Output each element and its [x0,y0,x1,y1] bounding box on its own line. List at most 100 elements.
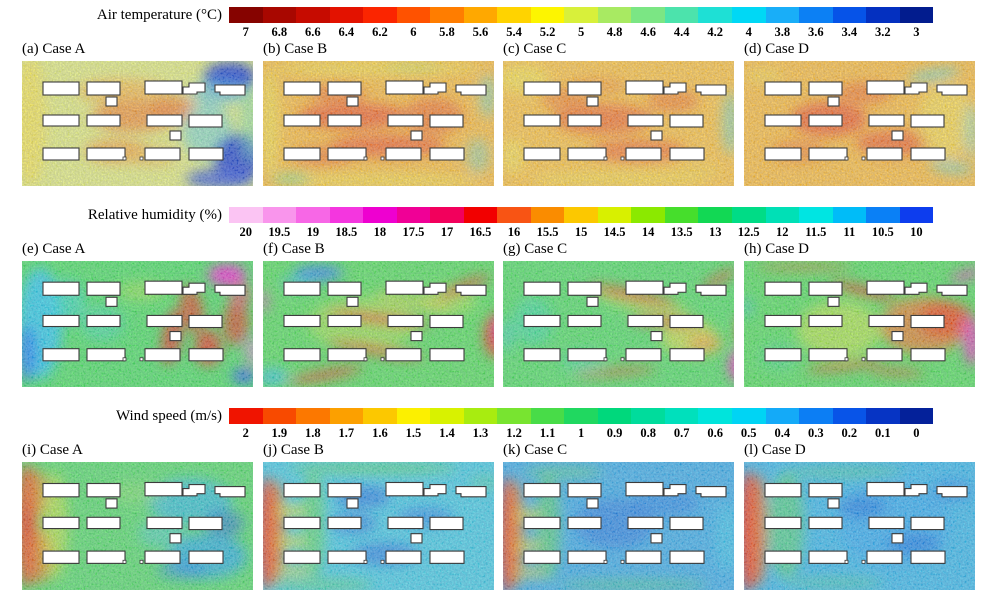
colorbar-segment [296,207,330,223]
colorbar-tick: 5.4 [506,25,522,39]
colorbar-tick: 0.1 [875,426,891,440]
panel-label: (d) Case D [744,41,809,57]
colorbar-segment [262,207,297,223]
building-footprints [283,481,487,564]
colorbar-segment [899,207,934,223]
colorbar-segment [262,7,297,23]
panel-wind-3: (k) Case C [503,441,734,590]
colorbar-tick: 16 [507,225,521,239]
colorbar-tick: 5.8 [439,25,455,39]
colorbar-segment [799,7,833,23]
colorbar-tick: 4.2 [707,25,724,39]
colorbar-tick: 15 [574,225,588,239]
colorbar-segment [463,7,498,23]
panel-temperature-1: (a) Case A [22,40,253,186]
colorbar-tick: 10.5 [871,225,894,239]
colorbar-tick: 3.4 [841,25,858,39]
building-footprints [283,280,487,362]
colorbar-segment [530,207,565,223]
panel-humidity-3: (g) Case C [503,240,734,387]
colorbar-tick: 1 [577,426,585,440]
colorbar-humidity [229,207,934,223]
colorbar-tick: 18.5 [335,225,358,239]
colorbar-tick: 1.4 [439,426,455,440]
colorbar-tick: 3.6 [807,25,824,39]
colorbar-segment [832,7,867,23]
colorbar-tick: 19.5 [268,225,291,239]
colorbar-wind [229,408,934,424]
colorbar-segment [363,7,397,23]
colorbar-tick: 7 [242,25,249,39]
colorbar-tick: 1.2 [506,426,522,440]
colorbar-segment [430,7,464,23]
colorbar-ticks-wind: 2 1.9 1.8 1.7 1.6 1.5 1.4 1.3 1.2 1.1 1 0.9 0.8 0.7 0.… [229,426,933,441]
panel-label: (e) Case A [22,241,86,257]
colorbar-tick: 18 [373,225,387,239]
colorbar-tick: 1.5 [405,426,422,440]
colorbar-segment [664,207,699,223]
panel-label: (l) Case D [744,442,806,458]
colorbar-tick: 0.8 [640,426,656,440]
colorbar-segment [296,408,330,424]
panel-label: (i) Case A [22,442,83,458]
panel-temperature-3: (c) Case C [503,40,734,186]
panel-wind-2: (j) Case B [263,441,494,590]
colorbar-segment [229,408,263,424]
colorbar-segment [631,408,665,424]
colorbar-tick: 3.8 [774,25,791,39]
colorbar-tick: 0.2 [841,426,858,440]
colorbar-segment [363,408,397,424]
colorbar-segment [731,207,766,223]
colorbar-segment [731,408,766,424]
colorbar-tick: 3.2 [875,25,891,39]
colorbar-segment [262,408,297,424]
colorbar-segment [765,408,800,424]
colorbar-tick: 11 [843,225,856,239]
colorbar-tick: 0.9 [606,426,623,440]
colorbar-tick: 0.5 [740,426,757,440]
colorbar-tick: 12 [776,225,789,239]
colorbar-tick: 1.8 [305,426,321,440]
colorbar-segment [430,408,464,424]
panel-wind-4: (l) Case D [744,441,975,590]
colorbar-tick: 5.2 [539,25,556,39]
panel-temperature-4: (d) Case D [744,40,975,186]
colorbar-segment [530,408,565,424]
colorbar-tick: 5 [577,25,585,39]
colorbar-segment [530,7,565,23]
colorbar-segment [564,7,598,23]
colorbar-segment [497,408,531,424]
heatmap-humidity-2 [263,261,494,387]
colorbar-tick: 4 [745,25,752,39]
building-footprints [523,280,727,362]
building-footprints [42,80,246,161]
colorbar-segment [866,408,900,424]
panel-wind-1: (i) Case A [22,441,253,590]
colorbar-segment [430,207,464,223]
panel-label: (h) Case D [744,241,809,257]
colorbar-segment [799,207,833,223]
colorbar-tick: 20 [239,225,253,239]
colorbar-segment [799,408,833,424]
building-footprints [523,80,727,161]
panel-label: (a) Case A [22,41,86,57]
colorbar-tick: 17.5 [402,225,425,239]
colorbar-tick: 3 [913,25,920,39]
colorbar-segment [296,7,330,23]
panel-label: (k) Case C [503,442,568,458]
colorbar-segment [497,207,531,223]
heatmap-humidity-4 [744,261,975,387]
colorbar-segment [765,207,800,223]
colorbar-tick: 13.5 [670,225,693,239]
heatmap-temperature-3 [503,61,734,186]
colorbar-segment [832,408,867,424]
colorbar-tick: 1.9 [271,426,288,440]
colorbar-temperature [229,7,934,23]
colorbar-segment [396,207,431,223]
colorbar-tick: 6.8 [271,25,288,39]
panel-temperature-2: (b) Case B [263,40,494,186]
colorbar-segment [463,207,498,223]
colorbar-tick: 1.6 [372,426,388,440]
colorbar-tick: 0.7 [673,426,690,440]
